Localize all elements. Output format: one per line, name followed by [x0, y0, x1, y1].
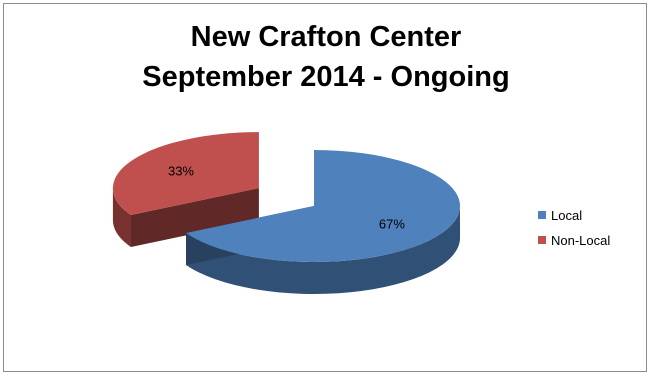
data-label: 67%	[379, 217, 405, 232]
chart-subtitle: September 2014 - Ongoing	[142, 61, 510, 93]
legend-item-non-local: Non-Local	[538, 233, 610, 248]
pie-slice-top	[112, 132, 259, 216]
data-label: 33%	[168, 163, 194, 178]
legend-label: Non-Local	[551, 233, 610, 248]
legend-swatch	[538, 211, 546, 219]
pie-slice-non-local	[112, 132, 259, 248]
pie-slice-top	[186, 150, 461, 262]
legend-item-local: Local	[538, 208, 582, 223]
legend: Local Non-Local	[538, 208, 610, 248]
pie-slice-wall	[112, 188, 131, 248]
legend-swatch	[538, 236, 546, 244]
pie-slice-wall	[186, 206, 461, 295]
chart-title: New Crafton Center	[190, 21, 462, 53]
pie-slice-local	[186, 150, 461, 295]
pie-slice-face	[130, 188, 259, 248]
legend-label: Local	[551, 208, 582, 223]
